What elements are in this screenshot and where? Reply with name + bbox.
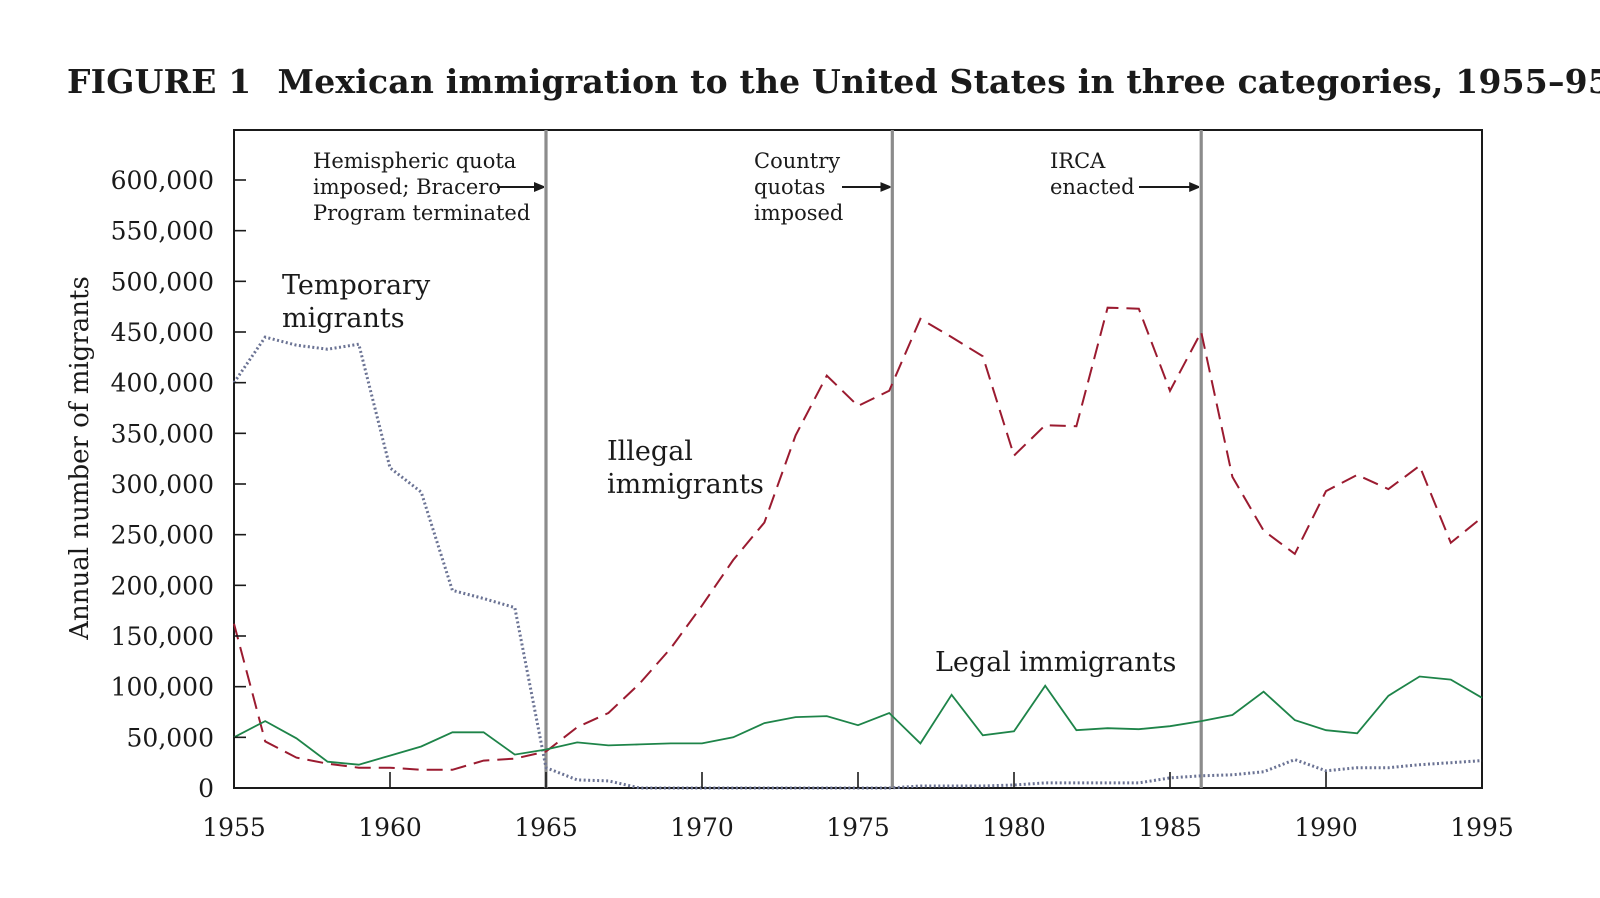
y-tick-label: 600,000 [111,166,214,195]
event-markers: Hemispheric quota imposed; Bracero Program… [313,130,1203,788]
figure-title: FIGURE 1 Mexican immigration to the Unite… [67,62,1600,101]
x-tick-label: 1980 [982,813,1046,842]
series-label: Legal immigrants [935,647,1176,678]
y-tick-label: 300,000 [111,470,214,499]
series-line [233,306,1483,771]
series-lines [232,306,1483,790]
x-tick-label: 1965 [514,813,578,842]
event-annotation: Country quotas imposed [754,149,843,225]
axes: 0 50,000 100,000 150,000 200,000 250,000 300,0… [111,166,1514,842]
event-annotation: IRCA enacted [1050,149,1135,199]
y-tick-label: 100,000 [111,673,214,702]
x-tick-label: 1970 [670,813,734,842]
y-tick-label: 350,000 [111,419,214,448]
x-tick-label: 1990 [1294,813,1358,842]
figure-title-text: Mexican immigration to the United States… [277,62,1600,101]
series-label: Temporary migrants [282,270,431,334]
y-tick-label: 200,000 [111,571,214,600]
x-tick-label: 1955 [202,813,266,842]
series-labels: Temporary migrants Illegal immigrants Legal … [282,270,1176,678]
x-tick-label: 1975 [826,813,890,842]
y-tick-label: 250,000 [111,521,214,550]
series-line [233,675,1483,766]
x-tick-label: 1985 [1138,813,1202,842]
x-tick-label: 1995 [1450,813,1514,842]
plot-frame [233,129,1483,789]
y-tick-label: 150,000 [111,622,214,651]
series-label: Illegal immigrants [607,436,764,500]
y-tick-label: 50,000 [127,723,214,752]
y-tick-label: 400,000 [111,369,214,398]
event-annotation: Hemispheric quota imposed; Bracero Program… [313,149,530,225]
y-tick-label: 550,000 [111,217,214,246]
y-axis-label: Annual number of migrants [65,276,95,641]
y-tick-label: 500,000 [111,267,214,296]
y-tick-label: 450,000 [111,318,214,347]
figure-number: FIGURE 1 [67,62,252,101]
y-tick-label: 0 [198,774,214,803]
x-tick-label: 1960 [358,813,422,842]
